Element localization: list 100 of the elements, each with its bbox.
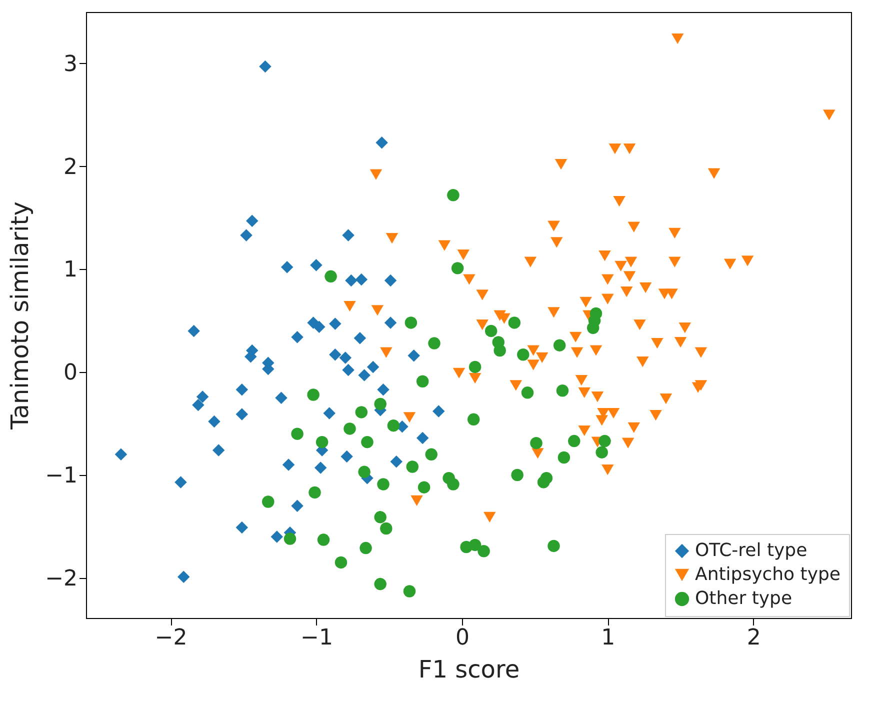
- y-tick-label: 0: [64, 360, 78, 386]
- point: [376, 136, 388, 149]
- point: [468, 538, 482, 552]
- point: [236, 383, 248, 396]
- point: [447, 478, 460, 490]
- point: [468, 360, 482, 374]
- point: [484, 324, 498, 338]
- point: [384, 274, 397, 287]
- y-tick-label: −2: [45, 566, 78, 592]
- point: [340, 450, 353, 463]
- point: [380, 522, 392, 535]
- point: [270, 530, 284, 543]
- point: [387, 419, 400, 432]
- point: [317, 534, 330, 546]
- point: [208, 415, 220, 428]
- point: [342, 364, 354, 376]
- y-tick-label: 3: [64, 52, 78, 77]
- point: [275, 392, 288, 404]
- point: [360, 542, 372, 554]
- point: [323, 407, 336, 420]
- x-tick-label: −1: [300, 626, 333, 650]
- point: [282, 458, 295, 471]
- point: [355, 406, 368, 418]
- point: [537, 476, 550, 488]
- point: [262, 496, 274, 508]
- point: [246, 214, 258, 227]
- point: [339, 352, 352, 364]
- point: [416, 432, 429, 444]
- x-tick-label: 1: [601, 626, 616, 650]
- y-tick-label: 2: [64, 154, 78, 180]
- point: [404, 316, 418, 329]
- point: [314, 462, 327, 474]
- point: [358, 369, 370, 382]
- point: [291, 330, 304, 344]
- point: [418, 481, 430, 494]
- legend-label: Antipsycho type: [695, 564, 840, 585]
- point: [374, 511, 386, 524]
- point: [428, 337, 440, 350]
- point: [384, 316, 397, 329]
- point: [478, 545, 490, 558]
- point: [280, 261, 294, 274]
- point: [334, 556, 348, 569]
- point: [344, 422, 356, 435]
- point: [408, 350, 420, 362]
- point: [316, 436, 328, 448]
- point: [425, 448, 438, 461]
- point: [390, 455, 402, 468]
- point: [416, 375, 429, 388]
- x-tick-label: 0: [455, 626, 470, 650]
- point: [432, 405, 445, 418]
- point: [366, 360, 380, 374]
- y-tick-label: 1: [64, 258, 78, 283]
- point: [114, 448, 128, 461]
- point: [307, 388, 320, 401]
- point: [548, 540, 560, 552]
- point: [467, 413, 480, 426]
- point: [284, 532, 296, 545]
- point: [342, 229, 354, 242]
- legend-label: Other type: [695, 588, 792, 609]
- point: [508, 316, 521, 329]
- point: [377, 478, 390, 490]
- point: [329, 348, 342, 361]
- point: [374, 578, 386, 590]
- point: [556, 384, 569, 397]
- point: [178, 570, 190, 583]
- point: [553, 339, 566, 352]
- point: [598, 434, 611, 448]
- point: [313, 320, 326, 333]
- y-axis-title: Tanimoto similarity: [6, 202, 34, 430]
- point: [291, 428, 304, 440]
- point: [354, 332, 366, 344]
- point: [259, 60, 272, 73]
- point: [403, 585, 416, 598]
- point: [568, 434, 580, 448]
- point: [324, 270, 337, 283]
- point: [345, 274, 358, 287]
- y-tick-label: −1: [45, 463, 78, 488]
- point: [358, 466, 370, 478]
- point: [596, 446, 608, 458]
- point: [240, 229, 252, 242]
- point: [586, 322, 600, 334]
- point: [236, 408, 248, 420]
- point: [236, 521, 248, 534]
- point: [329, 318, 342, 330]
- point: [355, 273, 368, 286]
- point: [192, 398, 204, 412]
- point: [212, 444, 225, 456]
- point: [517, 348, 530, 361]
- point: [291, 500, 304, 512]
- point: [521, 386, 534, 399]
- point: [374, 398, 386, 410]
- x-tick-label: 2: [746, 626, 761, 650]
- point: [174, 476, 187, 488]
- point: [558, 451, 570, 464]
- point: [451, 262, 464, 274]
- point: [188, 324, 200, 338]
- point: [308, 486, 321, 499]
- point: [494, 344, 506, 357]
- point: [406, 460, 419, 473]
- x-axis-title: F1 score: [418, 656, 520, 684]
